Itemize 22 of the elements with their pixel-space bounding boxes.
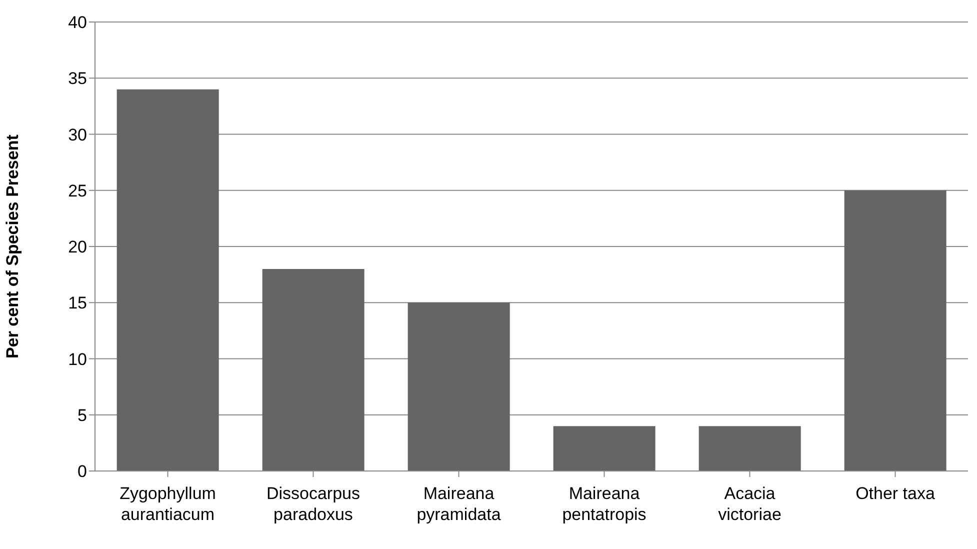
y-tick-label: 30 xyxy=(68,125,87,144)
x-tick-label: Zygophyllum aurantiacum xyxy=(120,484,216,524)
x-tick-label: Maireana pyramidata xyxy=(416,484,502,524)
y-tick-label: 25 xyxy=(68,181,87,200)
y-tick-label: 15 xyxy=(68,294,87,313)
bar xyxy=(408,302,510,471)
bar xyxy=(698,426,801,471)
y-axis-title: Per cent of Species Present xyxy=(3,134,22,358)
bar xyxy=(262,268,364,471)
y-tick-label: 0 xyxy=(78,462,87,482)
y-tick-label: 10 xyxy=(68,350,87,369)
y-tick-label: 20 xyxy=(68,238,87,257)
bar xyxy=(844,190,946,471)
bar xyxy=(116,89,219,471)
y-tick-label: 35 xyxy=(68,69,87,88)
y-tick-label: 5 xyxy=(78,406,87,425)
x-tick-label: Acacia victoriae xyxy=(718,484,782,524)
y-tick-label: 40 xyxy=(68,13,87,32)
x-tick-label: Dissocarpus paradoxus xyxy=(266,484,360,524)
x-tick-label: Maireana pentatropis xyxy=(562,484,646,524)
x-tick-label: Other taxa xyxy=(856,484,936,503)
bar xyxy=(553,426,656,471)
